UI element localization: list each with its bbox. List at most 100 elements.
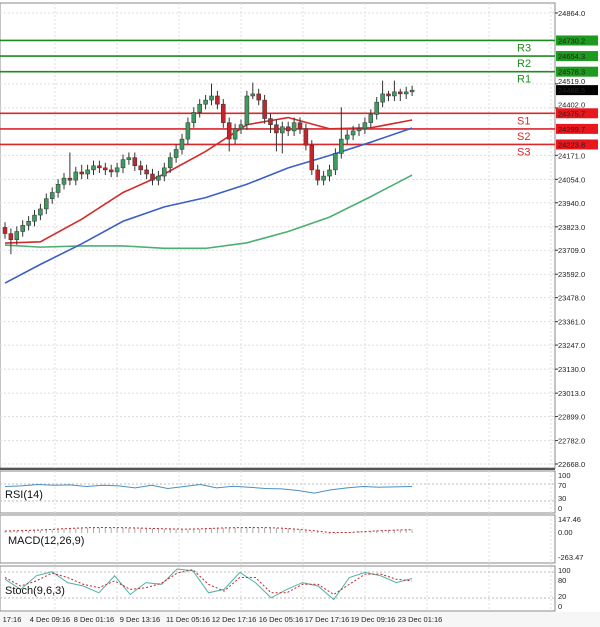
candle-bullish	[156, 175, 161, 181]
stoch-k-line	[4, 568, 413, 601]
candle-bullish	[167, 157, 173, 169]
candle-bullish	[244, 95, 250, 125]
price-tick-label: 23478.0	[558, 294, 585, 303]
pivot-label-s1: S1	[517, 115, 530, 127]
candle-bearish	[315, 169, 320, 181]
candle-bullish	[327, 169, 332, 177]
candle-bearish	[285, 126, 291, 132]
rsi-level-label: 100	[558, 471, 571, 480]
price-tag-label: 24375.7	[558, 109, 585, 118]
stoch-d-line	[4, 569, 413, 596]
candle-bearish	[262, 99, 267, 119]
indicator-panel	[0, 514, 556, 564]
candle-bullish	[38, 208, 43, 216]
candle-bullish	[55, 184, 61, 193]
rsi-level-label: 0	[558, 504, 562, 513]
candle-bullish	[197, 103, 202, 113]
candle-bullish	[126, 157, 132, 160]
candle-bearish	[108, 169, 114, 173]
candle-bearish	[226, 122, 232, 140]
price-tag	[556, 35, 598, 46]
candle-bullish	[350, 130, 356, 136]
price-tag	[556, 108, 598, 119]
candle-bullish	[291, 122, 297, 132]
candle-bullish	[179, 138, 185, 150]
indicator-panel	[0, 470, 556, 514]
candle-bullish	[409, 89, 415, 93]
candle-bullish	[280, 126, 285, 134]
time-axis	[0, 612, 600, 627]
candle-bullish	[321, 175, 326, 181]
rsi-level-label: 70	[558, 481, 566, 490]
price-tick-label: 23013.0	[558, 389, 585, 398]
price-tick-label: 23247.0	[558, 341, 585, 350]
candle-bullish	[362, 122, 368, 130]
candle-bullish	[91, 165, 96, 171]
candle-bearish	[309, 145, 315, 171]
candle-bullish	[162, 167, 167, 177]
price-tick-label: 23823.0	[558, 223, 585, 232]
current-price-tag	[556, 85, 598, 96]
candle-bearish	[386, 93, 391, 97]
macd-level-label: 147.46	[558, 515, 581, 524]
macd-level-label: -263.47	[558, 553, 583, 562]
candle-bearish	[67, 177, 73, 181]
time-tick-label: 19 Dec 09:16	[351, 615, 396, 624]
time-tick-label: 17:16	[3, 615, 22, 624]
time-tick-label: 12 Dec 17:16	[212, 615, 257, 624]
time-tick-label: 17 Dec 17:16	[305, 615, 350, 624]
price-tick-label: 23940.0	[558, 199, 585, 208]
stoch-level-label: 80	[558, 576, 566, 585]
candle-bearish	[138, 165, 143, 171]
candle-bearish	[398, 91, 403, 95]
candle-bullish	[368, 114, 374, 123]
price-tag-label: 24730.2	[558, 36, 585, 45]
price-tag-label: 24578.3	[558, 68, 585, 77]
stoch-level-label: 20	[558, 592, 566, 601]
candle-bearish	[144, 169, 149, 175]
rsi-label: RSI(14)	[5, 489, 43, 501]
candle-bearish	[103, 167, 108, 171]
time-tick-label: 11 Dec 05:16	[166, 615, 210, 624]
candle-bearish	[150, 173, 155, 181]
candle-bullish	[209, 95, 214, 101]
time-tick-label: 16 Dec 05:16	[259, 615, 304, 624]
price-tick-label: 24054.0	[558, 175, 585, 184]
candle-bullish	[250, 93, 256, 97]
candle-bullish	[120, 159, 126, 169]
candle-bearish	[8, 233, 14, 240]
candle-bullish	[185, 122, 191, 140]
main-panel	[0, 2, 556, 469]
candle-bearish	[303, 128, 309, 146]
pivot-label-s3: S3	[517, 146, 530, 158]
candle-bullish	[20, 225, 25, 232]
price-tick-label: 23130.0	[558, 365, 585, 374]
price-tag	[556, 139, 598, 150]
price-tag-label: 24299.7	[558, 125, 585, 134]
macd-label: MACD(12,26,9)	[8, 535, 84, 547]
candle-bullish	[26, 220, 31, 226]
candle-bullish	[344, 134, 350, 140]
ma-slow-line	[4, 174, 413, 250]
current-price-label: 24488.5	[558, 86, 585, 95]
candle-bullish	[374, 101, 379, 115]
candle-bullish	[203, 99, 208, 105]
pivot-label-r3: R3	[517, 42, 531, 54]
time-tick-label: 4 Dec 09:16	[30, 615, 70, 624]
price-tick-label: 22668.0	[558, 460, 585, 469]
candle-bullish	[32, 214, 37, 222]
candle-bearish	[268, 118, 273, 125]
candle-bullish	[173, 149, 179, 158]
stoch-level-label: 0	[558, 602, 562, 611]
price-tick-label: 22899.0	[558, 413, 585, 422]
candle-bullish	[85, 169, 90, 175]
stoch-label: Stoch(9,6,3)	[5, 585, 65, 597]
price-tick-label: 23361.0	[558, 318, 585, 327]
time-tick-label: 8 Dec 01:16	[74, 615, 114, 624]
candle-bearish	[97, 165, 102, 169]
rsi-line	[4, 484, 413, 494]
macd-level-label: 0.00	[558, 528, 573, 537]
candle-bearish	[215, 95, 220, 105]
candle-bullish	[61, 177, 67, 185]
price-tick-label: 23709.0	[558, 246, 585, 255]
